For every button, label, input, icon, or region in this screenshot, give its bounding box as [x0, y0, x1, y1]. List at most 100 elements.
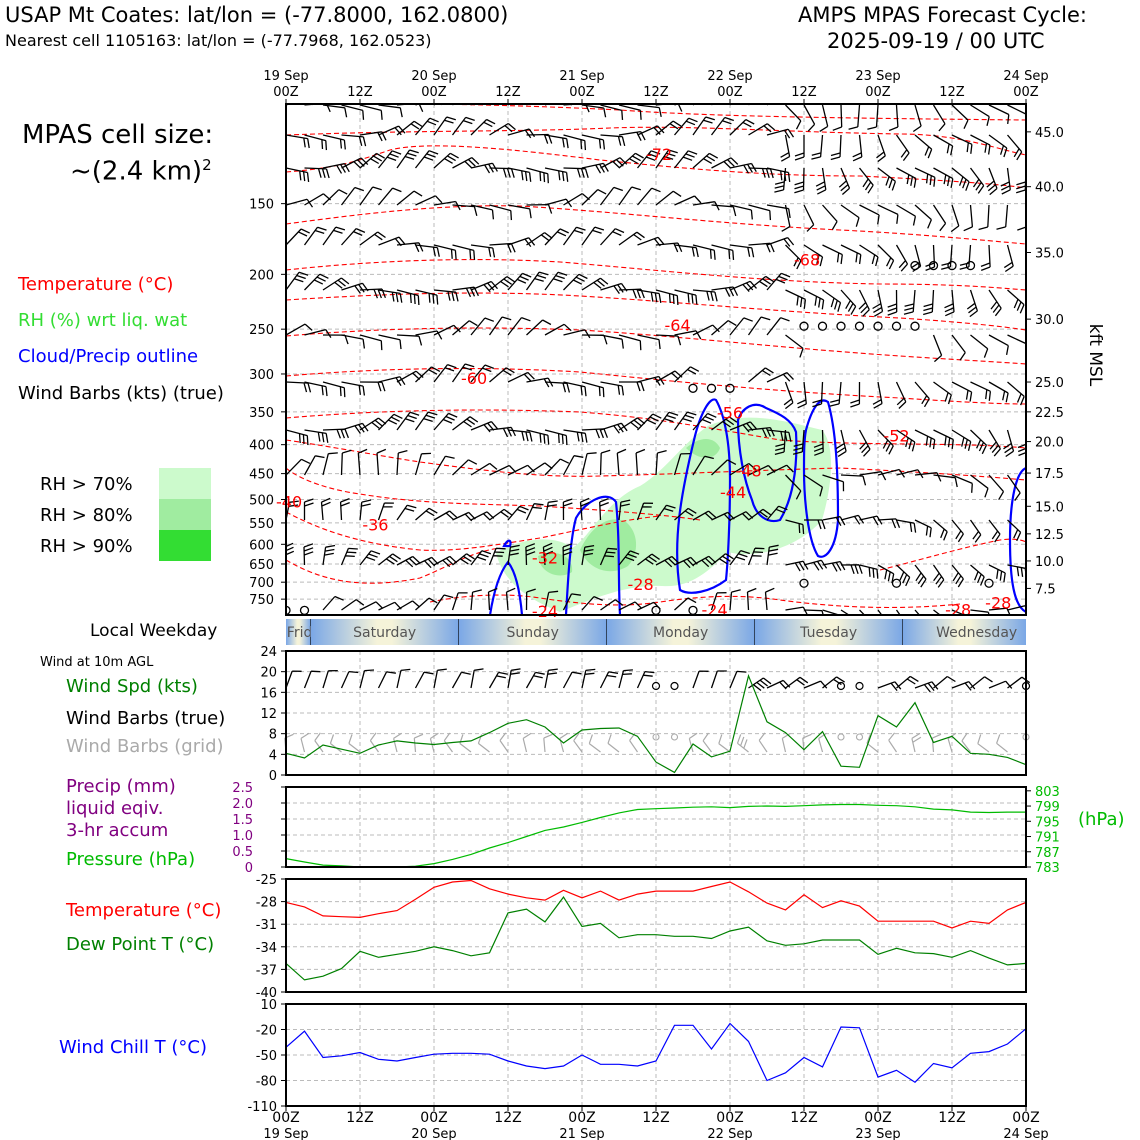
wind-barb [1017, 205, 1026, 231]
wind-barb [840, 474, 867, 486]
wind-barb [599, 497, 609, 521]
wind-barb [544, 668, 558, 689]
wind-barb-grid [429, 732, 439, 753]
wind-barb [830, 134, 842, 161]
wind-barb [451, 671, 471, 689]
wind-barb [378, 104, 403, 118]
wind-barb-grid [718, 734, 731, 753]
wind-barb-grid [443, 732, 453, 753]
wind-barb [359, 334, 383, 351]
wind-barb [286, 228, 310, 246]
wind-barb [988, 429, 1001, 457]
wind-barb [341, 104, 365, 120]
wind-barb [378, 413, 403, 431]
wind-barb [655, 242, 683, 253]
wind-barb [673, 411, 697, 431]
wind-barb [878, 700, 896, 714]
wind-barb [766, 372, 794, 383]
wind-barb [840, 204, 860, 227]
wind-barb [526, 203, 553, 214]
wind-barb [692, 289, 718, 302]
wind-barb [377, 502, 394, 521]
wind-barb [525, 503, 544, 521]
wind-barb [674, 330, 702, 340]
weekday-label: Saturday [353, 625, 416, 641]
wind-barb [433, 152, 459, 169]
precip-tick-label: 2.5 [232, 781, 253, 796]
wind-barb [766, 104, 769, 106]
wind-barb [600, 334, 624, 349]
wind-barb [711, 204, 737, 217]
height-tick-label: 10.0 [1035, 555, 1064, 570]
wind-barb [359, 550, 381, 566]
wind-barb [914, 564, 927, 588]
wind-barb [841, 700, 854, 721]
temperature-legend: Temperature (°C) [66, 900, 222, 921]
wind-barb [433, 668, 447, 689]
wind-barb [692, 412, 717, 431]
date-tick-label: 23 Sep [855, 1127, 900, 1140]
wind-barb-grid [522, 732, 532, 753]
wind-barb [563, 167, 589, 178]
wind-barb [781, 204, 791, 232]
wind-barb [819, 104, 829, 132]
wind-barb-grid [629, 732, 638, 753]
wind-barb-grid [300, 732, 310, 753]
pressure-tick-label: 600 [249, 538, 274, 553]
time-tick-label: 00Z [421, 85, 447, 100]
wind-barb [711, 416, 738, 431]
wind-barb [970, 564, 985, 586]
wind-barb [859, 244, 879, 267]
wind-barb [655, 120, 682, 136]
wind-barb [1003, 244, 1014, 273]
wind-barb [340, 449, 352, 476]
wind-barb [1017, 430, 1026, 457]
wind-barb [951, 381, 973, 402]
wind-barb [710, 592, 727, 611]
temp-contour-label: -24 [702, 600, 728, 619]
wind-barb [747, 547, 765, 566]
wind-barb [914, 681, 939, 693]
wind-barb [896, 519, 917, 533]
wind-barb [470, 668, 484, 689]
temp-contour-label: -36 [362, 516, 388, 535]
weekday-band [902, 619, 1026, 645]
wind-barb [286, 542, 295, 565]
wind-barb [637, 125, 665, 136]
weekday-band [286, 619, 311, 645]
pressure-tick-label: 500 [249, 494, 274, 509]
wind-barb [655, 334, 682, 346]
wind-barb [470, 244, 496, 258]
precip-legend-3: 3-hr accum [66, 820, 169, 841]
wind-barb [888, 104, 899, 132]
wind-barb [637, 104, 662, 118]
wind-barb [774, 429, 787, 456]
wind-barb [710, 670, 727, 689]
calm-wind-marker [836, 321, 846, 331]
wind-barb [581, 381, 605, 398]
wind-barb [766, 464, 794, 476]
wind-grid: 0 4 8 12 16 20 24 [260, 645, 1026, 784]
wind-barb [1007, 289, 1025, 314]
temp-contour-label: -72 [646, 145, 672, 164]
wind-barb [1016, 167, 1026, 194]
wind-barb [341, 334, 366, 349]
wind-barb [544, 271, 568, 291]
height-axis-label: kft MSL [1085, 324, 1105, 387]
temp-contour-label: -32 [532, 549, 558, 568]
time-tick-label: 00Z [1013, 85, 1039, 100]
wind-barb [896, 564, 911, 587]
forecast-cycle-label: AMPS MPAS Forecast Cycle: [798, 3, 1087, 27]
wind-barb [748, 275, 775, 291]
temp-contour-label: -64 [665, 316, 691, 335]
wind-barb [415, 366, 441, 383]
wind-barb [637, 553, 660, 566]
wind-barb [544, 458, 570, 476]
wind-barb [748, 367, 774, 383]
wind-barb-grid [543, 733, 553, 753]
wind-barb [951, 564, 964, 588]
pressure-tick-label: 700 [249, 576, 274, 591]
wind-barb [877, 244, 895, 270]
wind-barb [748, 508, 772, 521]
wind-barb [414, 452, 432, 476]
